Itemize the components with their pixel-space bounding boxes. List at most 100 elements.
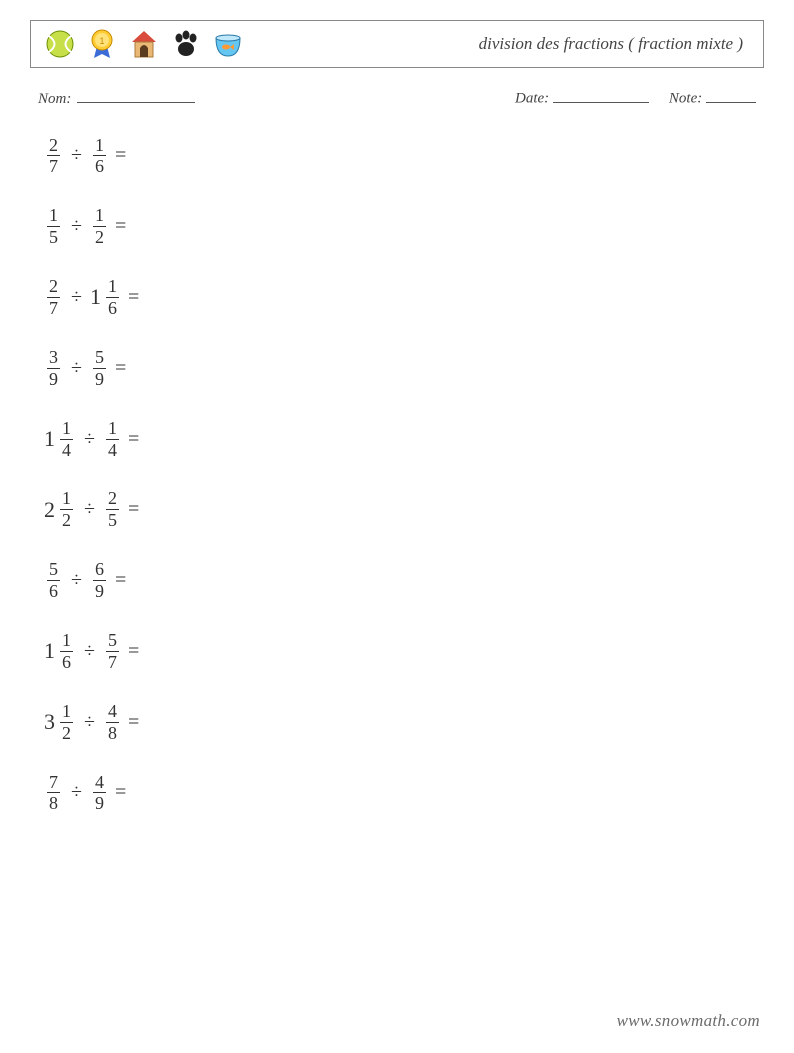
denominator: 6 — [47, 582, 60, 601]
fraction: 27 — [47, 277, 60, 318]
equals-sign: = — [115, 144, 126, 167]
fraction: 69 — [93, 560, 106, 601]
fraction: 78 — [47, 773, 60, 814]
problem-row: 78÷49= — [44, 773, 764, 814]
problem-row: 114÷14= — [44, 419, 764, 460]
numerator: 2 — [47, 277, 60, 296]
numerator: 1 — [106, 277, 119, 296]
meta-row: Nom: Date: Note: — [30, 86, 764, 108]
fraction: 12 — [93, 206, 106, 247]
note-label: Note: — [669, 91, 702, 107]
numerator: 1 — [106, 419, 119, 438]
numerator: 5 — [93, 348, 106, 367]
numerator: 1 — [93, 136, 106, 155]
denominator: 6 — [106, 299, 119, 318]
equals-sign: = — [115, 215, 126, 238]
numerator: 4 — [93, 773, 106, 792]
mixed-whole: 1 — [44, 426, 55, 452]
date-blank[interactable] — [553, 86, 649, 103]
division-sign: ÷ — [71, 215, 82, 238]
numerator: 5 — [106, 631, 119, 650]
worksheet-title: division des fractions ( fraction mixte … — [479, 34, 751, 54]
dog-house-icon — [127, 27, 161, 61]
denominator: 4 — [60, 441, 73, 460]
equals-sign: = — [128, 711, 139, 734]
denominator: 7 — [47, 299, 60, 318]
fraction: 14 — [106, 419, 119, 460]
division-sign: ÷ — [84, 428, 95, 451]
equals-sign: = — [128, 286, 139, 309]
division-sign: ÷ — [84, 498, 95, 521]
mixed-whole: 1 — [90, 284, 101, 310]
denominator: 9 — [47, 370, 60, 389]
problem-row: 312÷48= — [44, 702, 764, 743]
ribbon-medal-icon: 1 — [85, 27, 119, 61]
mixed-whole: 3 — [44, 709, 55, 735]
numerator: 6 — [93, 560, 106, 579]
fraction: 16 — [93, 136, 106, 177]
fraction: 16 — [106, 277, 119, 318]
division-sign: ÷ — [84, 711, 95, 734]
numerator: 1 — [60, 489, 73, 508]
meta-date: Date: — [515, 86, 649, 108]
fraction: 59 — [93, 348, 106, 389]
numerator: 1 — [60, 631, 73, 650]
denominator: 5 — [106, 511, 119, 530]
meta-note: Note: — [669, 86, 756, 108]
equals-sign: = — [128, 640, 139, 663]
fraction: 39 — [47, 348, 60, 389]
fraction: 15 — [47, 206, 60, 247]
denominator: 5 — [47, 228, 60, 247]
denominator: 6 — [93, 157, 106, 176]
denominator: 9 — [93, 794, 106, 813]
fraction: 12 — [60, 489, 73, 530]
problem-row: 27÷116= — [44, 277, 764, 318]
denominator: 2 — [60, 724, 73, 743]
numerator: 3 — [47, 348, 60, 367]
worksheet-page: 1 division des fractions ( fraction mixt… — [0, 0, 794, 1053]
problem-row: 15÷12= — [44, 206, 764, 247]
denominator: 2 — [60, 511, 73, 530]
fraction: 56 — [47, 560, 60, 601]
numerator: 1 — [60, 702, 73, 721]
numerator: 2 — [47, 136, 60, 155]
numerator: 5 — [47, 560, 60, 579]
division-sign: ÷ — [71, 781, 82, 804]
numerator: 7 — [47, 773, 60, 792]
division-sign: ÷ — [84, 640, 95, 663]
denominator: 9 — [93, 582, 106, 601]
denominator: 7 — [47, 157, 60, 176]
fraction: 27 — [47, 136, 60, 177]
footer-url: www.snowmath.com — [617, 1011, 760, 1031]
division-sign: ÷ — [71, 144, 82, 167]
numerator: 1 — [47, 206, 60, 225]
problem-row: 27÷16= — [44, 136, 764, 177]
equals-sign: = — [115, 357, 126, 380]
equals-sign: = — [115, 569, 126, 592]
numerator: 2 — [106, 489, 119, 508]
fraction: 57 — [106, 631, 119, 672]
fraction: 25 — [106, 489, 119, 530]
mixed-whole: 1 — [44, 638, 55, 664]
header-icons: 1 — [43, 27, 245, 61]
header-box: 1 division des fractions ( fraction mixt… — [30, 20, 764, 68]
numerator: 4 — [106, 702, 119, 721]
denominator: 4 — [106, 441, 119, 460]
name-blank[interactable] — [77, 86, 195, 103]
problem-row: 212÷25= — [44, 489, 764, 530]
numerator: 1 — [93, 206, 106, 225]
fraction: 14 — [60, 419, 73, 460]
date-label: Date: — [515, 91, 549, 107]
problem-row: 39÷59= — [44, 348, 764, 389]
division-sign: ÷ — [71, 569, 82, 592]
tennis-ball-icon — [43, 27, 77, 61]
denominator: 9 — [93, 370, 106, 389]
denominator: 6 — [60, 653, 73, 672]
numerator: 1 — [60, 419, 73, 438]
svg-text:1: 1 — [99, 36, 104, 46]
equals-sign: = — [128, 428, 139, 451]
denominator: 7 — [106, 653, 119, 672]
name-label: Nom: — [38, 91, 71, 108]
note-blank[interactable] — [706, 86, 756, 103]
problem-row: 116÷57= — [44, 631, 764, 672]
